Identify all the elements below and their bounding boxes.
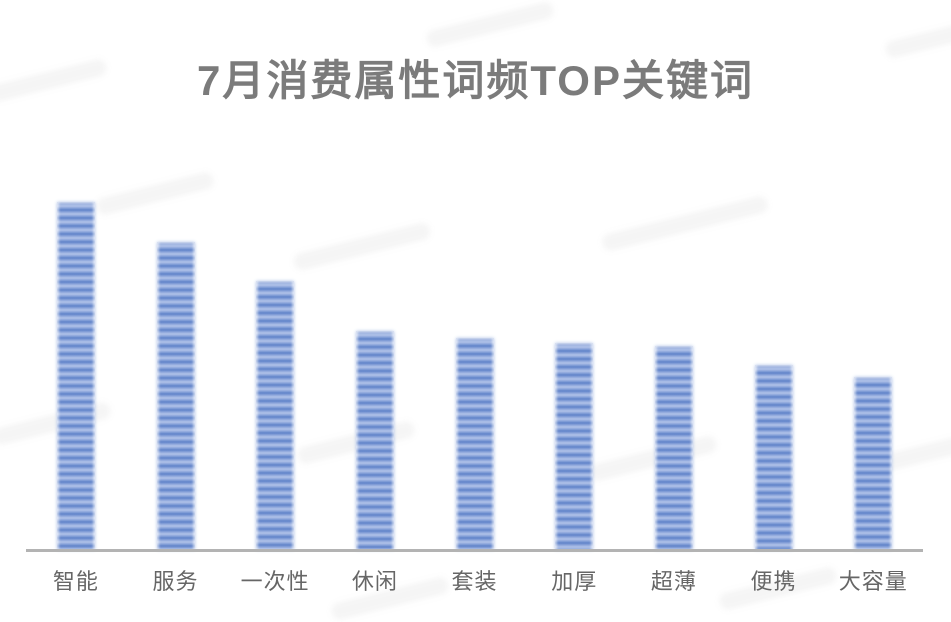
x-axis-label: 超薄	[650, 569, 697, 594]
x-axis-label: 加厚	[551, 569, 598, 594]
x-axis-label: 休闲	[351, 569, 398, 594]
bar-大容量	[854, 377, 893, 550]
watermark	[424, 0, 556, 49]
x-axis-labels: 智能 服务 一次性 休闲 套装 加厚 超薄 便携 大容量	[26, 564, 923, 596]
bar-column	[126, 200, 226, 550]
x-axis-label: 便携	[750, 569, 797, 594]
bar-column	[325, 200, 425, 550]
bar-服务	[156, 242, 195, 550]
x-axis-label: 大容量	[838, 569, 908, 594]
bar-column	[624, 200, 724, 550]
x-axis-label: 一次性	[240, 569, 310, 594]
x-axis-label: 服务	[152, 569, 199, 594]
x-axis-line	[26, 549, 923, 552]
watermark	[883, 13, 951, 60]
bar-智能	[56, 202, 95, 550]
bar-超薄	[654, 346, 693, 550]
bar-加厚	[555, 343, 594, 550]
bar-套装	[455, 338, 494, 550]
chart-title: 7月消费属性词频TOP关键词	[197, 57, 754, 104]
bar-一次性	[256, 281, 295, 550]
x-axis-label: 套装	[451, 569, 498, 594]
bar-column	[425, 200, 525, 550]
bar-休闲	[355, 331, 394, 550]
bar-column	[26, 200, 126, 550]
bar-column	[823, 200, 923, 550]
bar-column	[724, 200, 824, 550]
bar-column	[225, 200, 325, 550]
bar-column	[524, 200, 624, 550]
plot-area	[26, 200, 923, 550]
x-axis-label: 智能	[52, 569, 99, 594]
bar-便携	[754, 365, 793, 550]
